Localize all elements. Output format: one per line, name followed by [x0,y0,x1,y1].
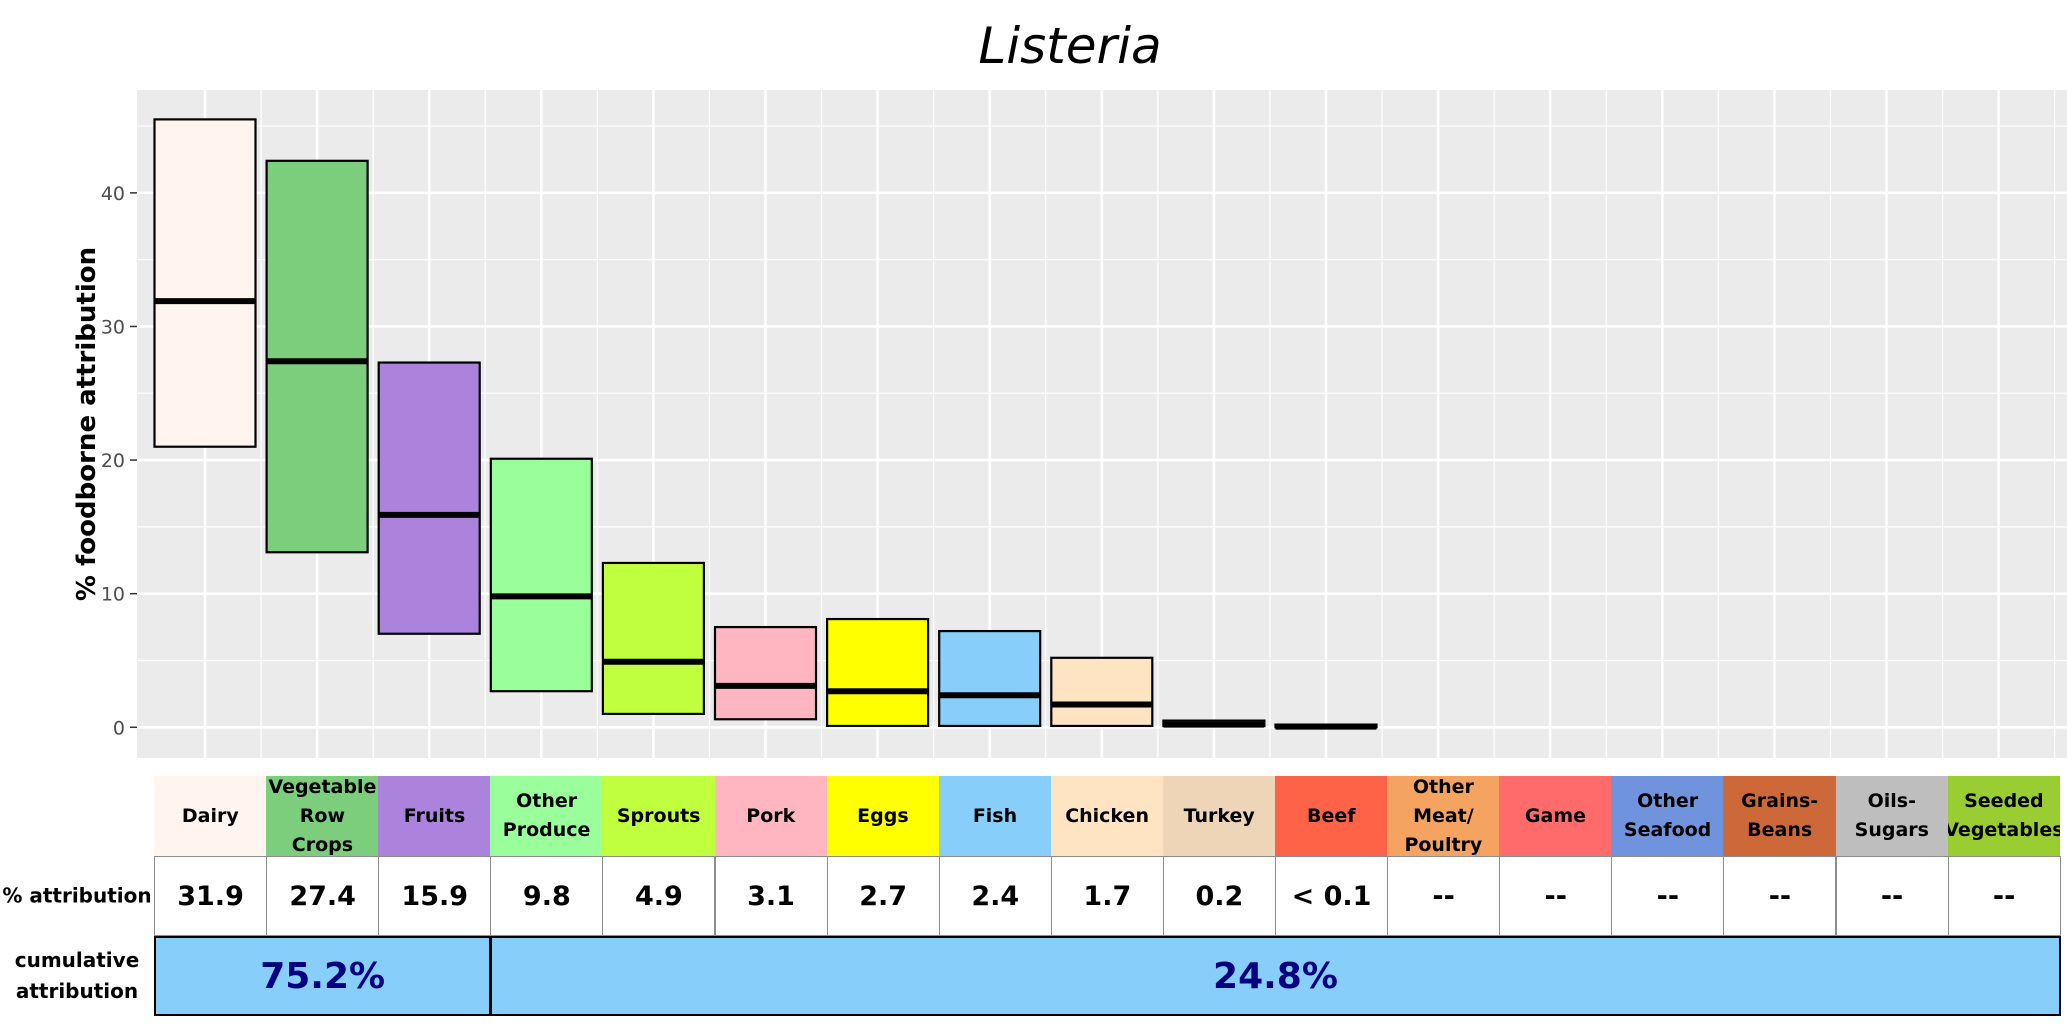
attribution-table: % attribution cumulative attribution Dai… [0,776,2067,1035]
attribution-value-cell: -- [1499,856,1613,936]
box-sprouts [601,561,706,716]
category-cell: Grains- Beans [1723,776,1836,856]
box-dairy [153,118,257,448]
attribution-value-cell: -- [1387,856,1501,936]
box-rect [377,361,481,635]
category-cell: Eggs [826,776,940,856]
category-cell: Vegetable Row Crops [266,776,379,856]
box-eggs [825,617,930,728]
box-rect [938,629,1042,728]
category-cell: Sprouts [602,776,715,856]
box-pork [713,625,818,721]
boxes-layer [153,118,1378,730]
box-chicken [1050,656,1154,728]
y-tick-label: 0 [113,717,125,739]
attribution-value-cell: -- [1835,856,1949,936]
category-cell: Beef [1275,776,1388,856]
attribution-value-cell: 4.9 [602,856,716,936]
box-rect [601,561,706,716]
cumulative-label-line1: cumulative [14,948,140,972]
attribution-value-cell: 2.7 [826,856,940,936]
box-vegetable-row-crops [265,159,369,554]
box-rect [489,457,593,693]
box-rect [153,118,257,448]
attribution-value-cell: 3.1 [714,856,828,936]
category-cell: Seeded Vegetables [1947,776,2061,856]
cumulative-label-line2: attribution [15,979,139,1003]
box-other-produce [489,457,593,693]
boxplot-chart: Listeria 0 10 20 30 40 % foodborne attributi… [72,17,2067,758]
category-cell: Dairy [154,776,267,856]
category-cell: Chicken [1050,776,1164,856]
box-beef [1274,723,1378,730]
attribution-value-cell: 31.9 [154,856,268,936]
category-cell: Turkey [1162,776,1276,856]
attribution-value-cell: 0.2 [1162,856,1276,936]
category-cell: Other Produce [490,776,603,856]
category-cell: Fruits [378,776,491,856]
attribution-value-cell: 2.4 [938,856,1052,936]
y-tick-label: 20 [101,450,125,472]
box-fish [938,629,1042,728]
category-cell: Other Seafood [1611,776,1724,856]
cumulative-cell: 24.8% [490,936,2061,1016]
attribution-value-cell: < 0.1 [1275,856,1389,936]
attribution-value-cell: 27.4 [266,856,380,936]
category-cell: Pork [714,776,828,856]
category-cell: Game [1499,776,1612,856]
category-cell: Other Meat/ Poultry [1387,776,1500,856]
attribution-row-label: % attribution [2,883,152,908]
box-turkey [1162,719,1266,728]
cumulative-cell: 75.2% [154,936,492,1016]
category-cell: Oils- Sugars [1835,776,1949,856]
box-rect [825,617,930,728]
y-tick-label: 10 [101,584,125,606]
box-rect [1050,656,1154,728]
box-fruits [377,361,481,635]
cumulative-row-label: cumulative attribution [0,945,154,1007]
attribution-value-cell: 9.8 [490,856,604,936]
attribution-value-cell: -- [1611,856,1725,936]
attribution-value-cell: 1.7 [1050,856,1164,936]
y-axis-label: % foodborne attribution [72,247,102,601]
attribution-value-cell: 15.9 [378,856,492,936]
y-tick-label: 40 [101,183,125,205]
y-axis: 0 10 20 30 40 [101,183,137,739]
chart-title: Listeria [978,17,1161,75]
attribution-value-cell: -- [1947,856,2061,936]
y-tick-label: 30 [101,316,125,338]
category-cell: Fish [938,776,1052,856]
attribution-value-cell: -- [1723,856,1837,936]
box-rect [713,625,818,721]
box-rect [265,159,369,554]
